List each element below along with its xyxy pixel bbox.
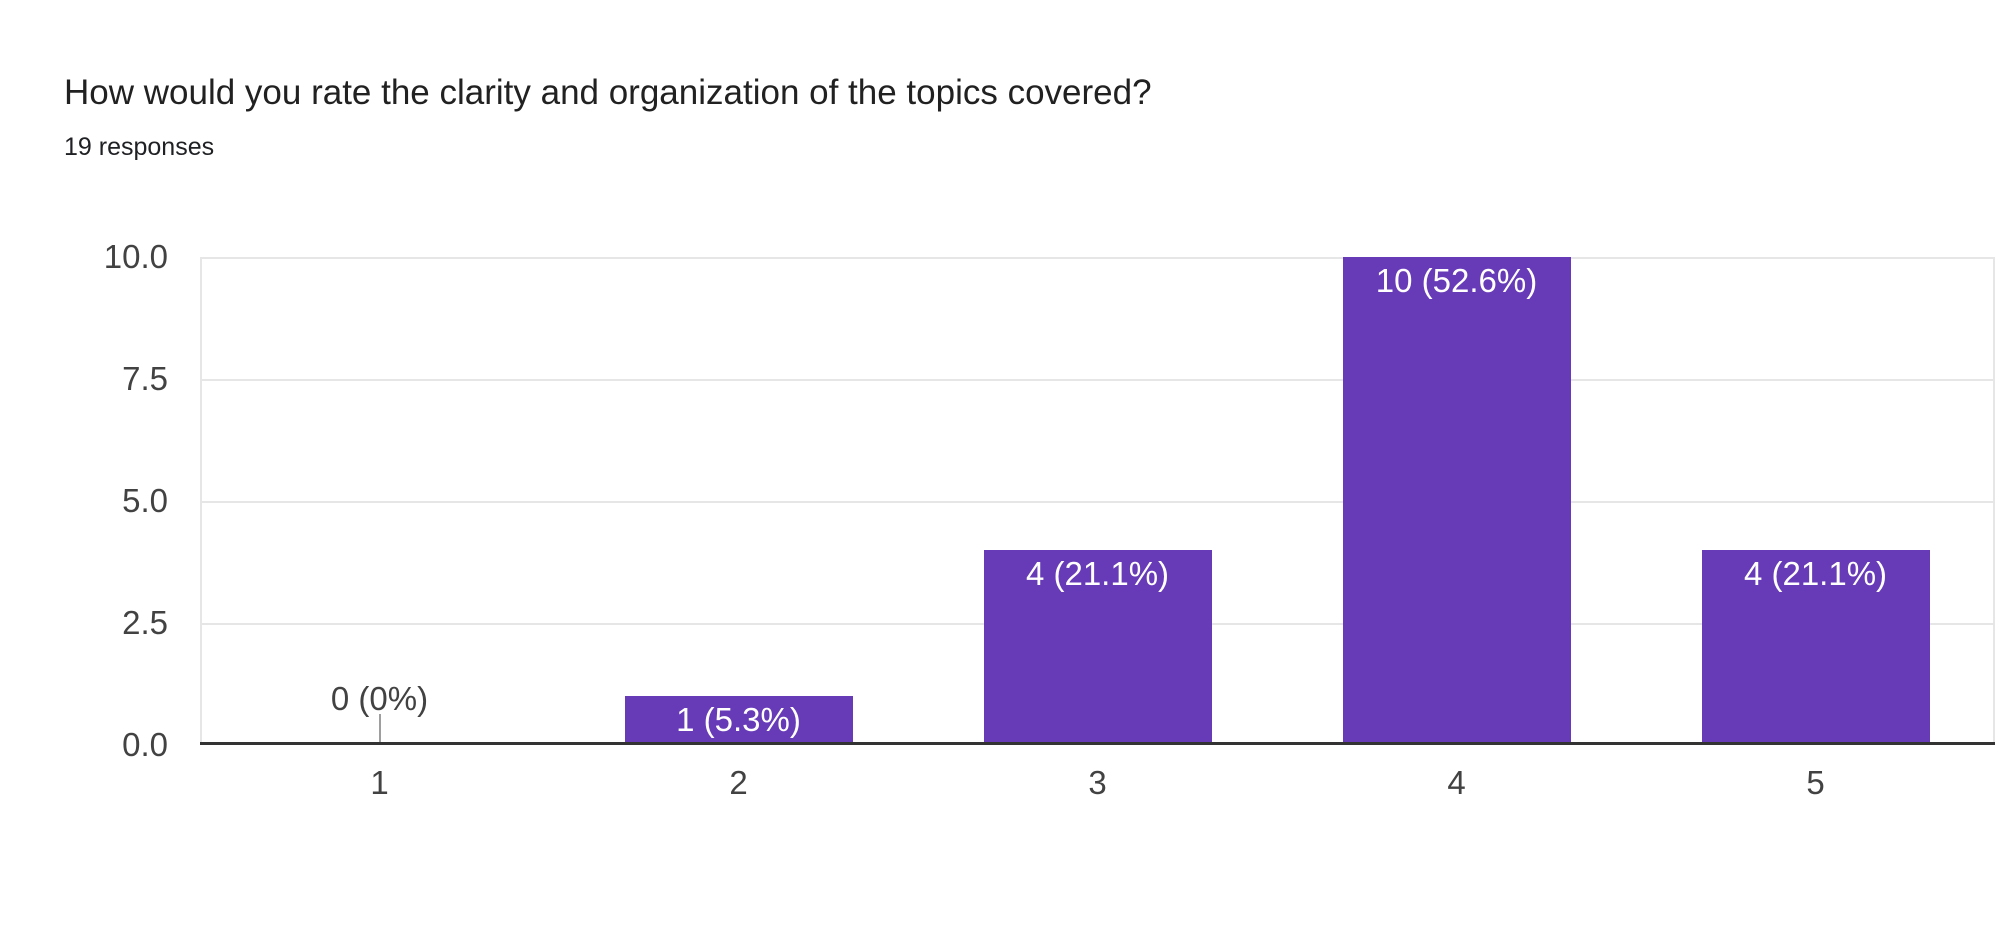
gridline [200,379,1995,381]
x-axis-tick-label: 4 [1447,764,1466,801]
x-axis-tick-label: 1 [370,764,389,801]
bar-value-label: 10 (52.6%) [1375,262,1538,299]
gridline [200,257,1995,259]
y-axis-tick-label: 2.5 [122,604,168,641]
bar-category-4: 10 (52.6%) [1342,257,1571,745]
x-axis-tick-label: 2 [729,764,748,801]
x-axis-tick-label: 3 [1088,764,1107,801]
zero-tick-stem [378,714,381,745]
chart-title: How would you rate the clarity and organ… [64,73,1152,112]
bar-category-3: 4 (21.1%) [983,550,1212,745]
bar-value-label: 1 (5.3%) [676,701,801,738]
y-axis-tick-label: 0.0 [122,726,168,763]
y-axis-tick-label: 7.5 [122,360,168,397]
y-axis-tick-label: 5.0 [122,482,168,519]
plot-left-border [200,257,202,745]
bar-category-5: 4 (21.1%) [1701,550,1930,745]
x-axis-tick-label: 5 [1806,764,1825,801]
gridline [200,501,1995,503]
bar-value-label: 4 (21.1%) [1025,555,1170,592]
plot-area: 0 (0%) 1 (5.3%) 4 (21.1%) 10 (52.6%) 4 (… [200,257,1995,745]
x-axis-baseline [200,742,1995,745]
y-axis-tick-label: 10.0 [103,238,168,275]
bar-category-2: 1 (5.3%) [624,696,853,745]
plot-right-border [1993,257,1995,745]
bar-value-label: 4 (21.1%) [1743,555,1888,592]
zero-value-label: 0 (0%) [330,680,429,717]
response-count: 19 responses [64,133,215,161]
